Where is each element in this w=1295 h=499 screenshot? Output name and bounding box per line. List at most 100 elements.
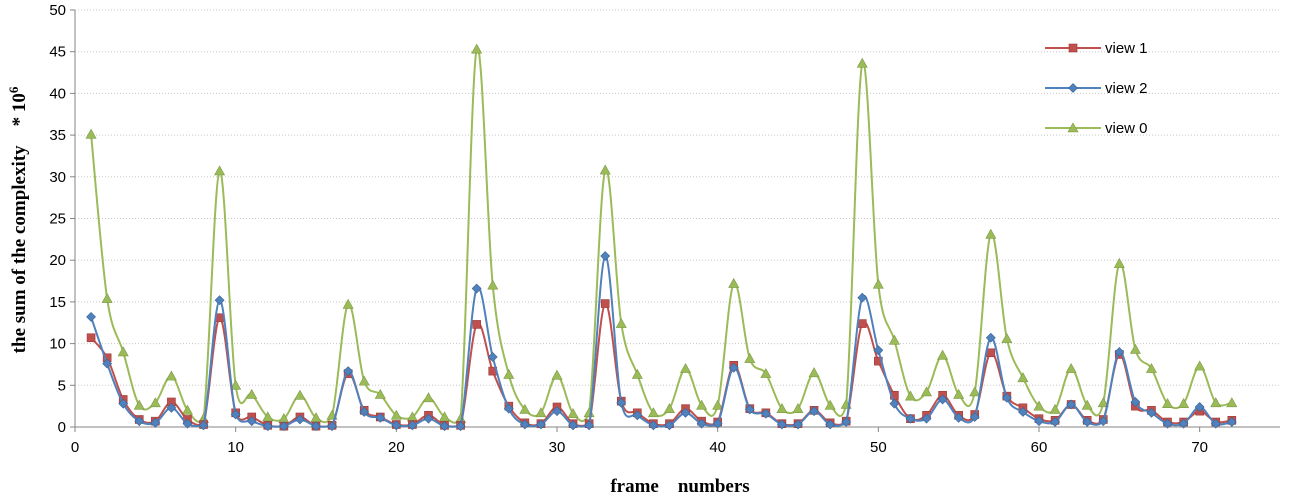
data-point-view-0 [101, 292, 113, 303]
data-point-view-0 [712, 399, 724, 410]
data-point-view-2 [841, 417, 852, 427]
data-point-view-0 [230, 379, 242, 390]
data-point-view-0 [583, 407, 595, 418]
y-tick-label: 5 [58, 377, 66, 394]
series-line-view-0 [90, 46, 1232, 424]
y-tick-label: 40 [49, 85, 66, 102]
x-tick-labels: 0 10 20 30 40 50 60 70 [71, 439, 1208, 456]
data-point-view-0 [969, 386, 981, 397]
data-point-view-2 [439, 421, 450, 432]
data-point-view-1 [600, 299, 610, 308]
data-point-view-0 [567, 408, 579, 418]
data-point-view-2 [487, 352, 498, 362]
data-point-view-2 [744, 404, 755, 415]
data-point-view-0 [1065, 363, 1077, 373]
data-point-view-2 [1050, 417, 1060, 427]
data-point-view-0 [390, 409, 402, 420]
data-point-view-0 [888, 334, 900, 345]
data-point-view-0 [776, 403, 788, 413]
data-point-view-0 [439, 411, 451, 422]
data-point-view-0 [904, 390, 916, 401]
data-point-view-0 [85, 128, 97, 139]
x-tick-label: 50 [870, 439, 887, 456]
data-point-view-2 [1001, 392, 1012, 403]
data-point-view-1 [86, 333, 96, 343]
data-point-view-2 [246, 416, 257, 427]
data-point-view-2 [873, 345, 884, 356]
x-axis-title: frame numbers [610, 476, 749, 497]
series-layer [85, 43, 1238, 432]
data-point-view-2 [455, 421, 466, 432]
y-tick-label: 10 [49, 336, 66, 353]
data-point-view-0 [1226, 397, 1238, 408]
data-point-view-0 [760, 368, 772, 378]
data-point-view-0 [294, 389, 306, 400]
data-point-view-2 [230, 409, 241, 420]
data-point-view-0 [117, 346, 129, 357]
data-point-view-2 [728, 362, 739, 373]
data-point-view-2 [359, 407, 370, 417]
data-point-view-0 [1178, 398, 1190, 408]
data-point-view-2 [937, 394, 948, 405]
data-point-view-2 [1098, 416, 1109, 427]
data-point-view-0 [246, 388, 258, 399]
x-tick-label: 70 [1191, 439, 1208, 456]
data-point-view-0 [422, 392, 434, 403]
y-tick-label: 30 [49, 169, 66, 186]
data-point-view-0 [181, 404, 193, 415]
data-point-view-2 [825, 419, 836, 430]
data-point-view-0 [1145, 363, 1157, 373]
y-axis-title-text: the sum of the complexity * 10 [9, 93, 30, 353]
data-point-view-2 [503, 403, 514, 414]
data-point-view-0 [149, 397, 161, 408]
y-tick-label: 25 [49, 211, 66, 228]
data-point-view-2 [214, 295, 225, 306]
data-point-view-2 [1146, 407, 1157, 418]
data-point-view-0 [728, 277, 740, 288]
data-point-view-2 [889, 398, 900, 409]
data-point-view-2 [1066, 399, 1077, 410]
data-point-view-2 [375, 412, 386, 423]
data-point-view-0 [1210, 397, 1222, 408]
legend-item-view-0: view 0 [1045, 120, 1148, 137]
data-point-view-2 [102, 358, 113, 369]
data-point-view-0 [1194, 360, 1206, 371]
data-point-view-0 [824, 399, 836, 410]
data-point-view-0 [808, 367, 820, 378]
data-point-view-0 [647, 407, 659, 418]
data-point-view-2 [519, 419, 530, 430]
data-point-view-2 [696, 418, 707, 429]
data-point-view-2 [311, 421, 321, 432]
data-point-view-2 [760, 408, 771, 419]
data-point-view-2 [1178, 418, 1189, 429]
data-point-view-2 [1130, 397, 1141, 407]
data-point-view-2 [1082, 417, 1093, 427]
axes [70, 9, 1280, 432]
data-point-view-1 [472, 320, 481, 329]
data-point-view-0 [744, 352, 756, 363]
data-point-view-0 [1049, 403, 1061, 414]
data-point-view-2 [664, 420, 675, 431]
data-point-view-2 [921, 413, 932, 424]
data-point-view-2 [552, 406, 562, 417]
legend-marker [1067, 122, 1079, 133]
data-point-view-1 [986, 348, 996, 358]
data-point-view-2 [1210, 418, 1221, 429]
data-point-view-0 [953, 388, 965, 399]
legend: view 1 view 2 view 0 [1045, 40, 1148, 137]
data-point-view-0 [937, 349, 949, 360]
legend-marker [1068, 83, 1078, 93]
data-point-view-0 [133, 399, 145, 410]
data-point-view-2 [777, 419, 787, 430]
data-point-view-2 [568, 420, 578, 431]
data-point-view-0 [872, 278, 884, 289]
data-point-view-2 [166, 402, 177, 413]
data-point-view-0 [262, 411, 274, 422]
data-point-view-2 [407, 420, 418, 431]
data-point-view-2 [809, 406, 819, 417]
y-tick-label: 20 [49, 252, 66, 269]
data-point-view-0 [165, 370, 177, 381]
data-point-view-0 [487, 279, 499, 290]
data-point-view-0 [1162, 398, 1174, 408]
